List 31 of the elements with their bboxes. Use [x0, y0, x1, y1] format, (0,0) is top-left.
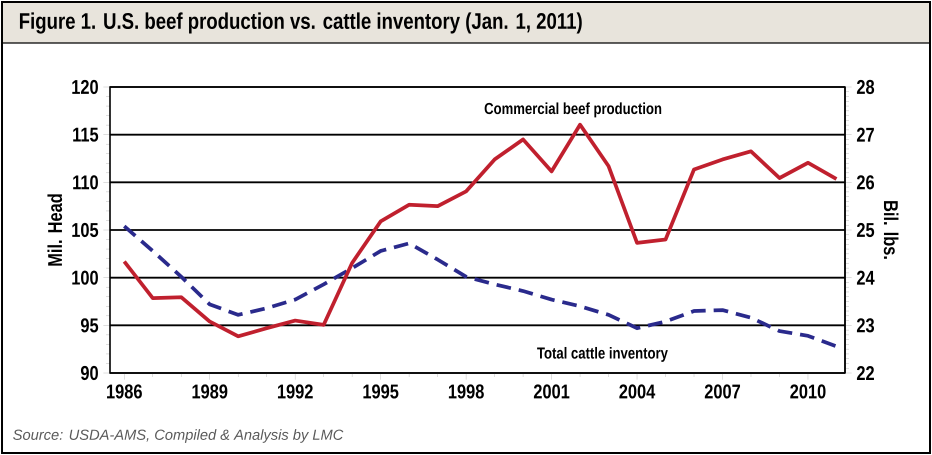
x-tick-label: 2007 [704, 384, 740, 399]
y-tick-label: 90 [80, 366, 98, 380]
y2-tick-label: 23 [856, 318, 874, 332]
series-label: Total cattle inventory [537, 346, 668, 362]
y2-tick-label: 25 [856, 222, 874, 238]
x-tick-label: 2001 [534, 384, 570, 399]
y2-tick-label: 26 [856, 175, 874, 190]
line-series [122, 122, 838, 338]
x-tick-label: 1998 [448, 384, 484, 399]
y2-tick-label: 27 [856, 128, 874, 142]
y-tick-label: 100 [72, 270, 98, 285]
source-note: Source: USDA-AMS, Compiled & Analysis by LMC [13, 429, 344, 443]
chart-title: Figure 1. U.S. beef production vs. cattle inventory (Jan. 1, 2011) [20, 12, 582, 34]
x-tick-label: 2010 [790, 384, 826, 399]
x-tick-label: 1986 [107, 384, 142, 399]
y2-tick-label: 22 [856, 366, 874, 380]
y-axis-title: Mil. Head [47, 194, 62, 266]
y2-axis-title: Bil. lbs. [884, 201, 898, 259]
x-tick-label: 1995 [363, 384, 398, 399]
y-tick-label: 95 [80, 318, 98, 332]
y-tick-label: 115 [73, 128, 98, 142]
y-tick-label: 110 [73, 175, 98, 190]
y2-tick-label: 24 [856, 270, 875, 285]
x-tick-label: 1992 [278, 384, 313, 399]
series-label: Commercial beef production [484, 102, 662, 118]
y-tick-label: 120 [72, 80, 98, 94]
x-tick-label: 2004 [619, 384, 656, 399]
line-series [122, 224, 838, 348]
x-tick-label: 1989 [192, 384, 228, 399]
y2-tick-label: 28 [856, 80, 874, 94]
y-tick-label: 105 [72, 222, 98, 238]
